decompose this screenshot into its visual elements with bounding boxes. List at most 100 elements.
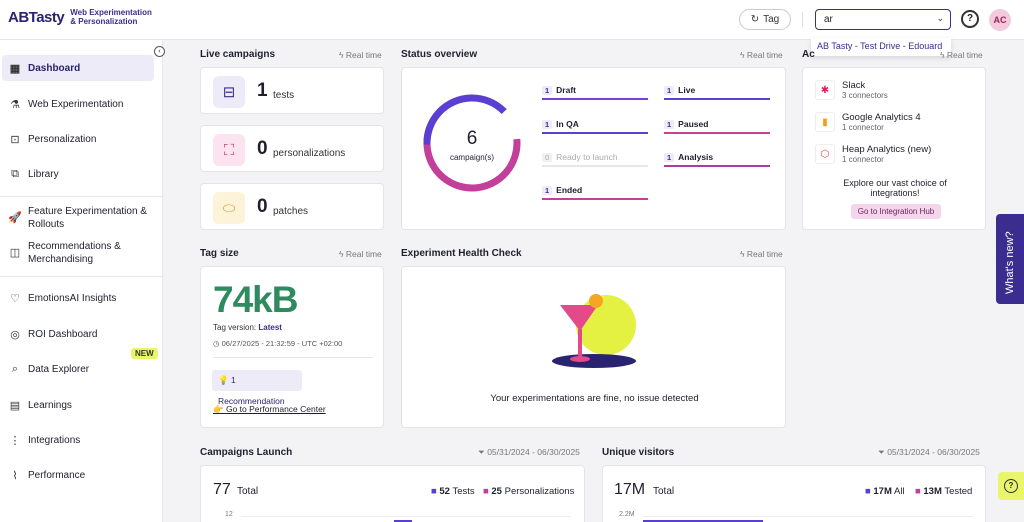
status-row-draft[interactable]: 1 Draft: [542, 85, 648, 100]
sidebar-item-label: Web Experimentation: [28, 98, 124, 110]
book-icon: ▤: [9, 399, 21, 412]
integrations-card: ✱ Slack 3 connectors ▮ Google Analytics 4…: [802, 67, 986, 230]
realtime-label: ϟ Real time: [940, 50, 983, 60]
sidebar-item-feature-experimentation[interactable]: 🚀 Feature Experimentation & Rollouts: [2, 205, 154, 233]
health-message: Your experimentations are fine, no issue…: [490, 393, 699, 404]
sidebar-item-label: Data Explorer: [28, 363, 90, 375]
avatar[interactable]: AC: [989, 9, 1011, 31]
whats-new-tab[interactable]: What's new?: [996, 214, 1024, 304]
launch-legend-personalizations: ■ 25 Personalizations: [483, 486, 575, 497]
integrations-title: Ac: [802, 49, 815, 60]
logo-subtitle-line-1: Web Experimentation: [70, 8, 152, 17]
personalization-icon: ⊡: [10, 133, 20, 146]
visitors-total-label: Total: [653, 486, 675, 497]
heap-icon: ⬡: [815, 144, 835, 164]
divider: [0, 276, 163, 277]
help-icon[interactable]: ?: [961, 10, 979, 28]
personalizations-count: 0: [257, 138, 268, 159]
visitors-line: [643, 520, 763, 522]
campaigns-launch-card: 77 Total ■ 52 Tests ■ 25 Personalization…: [200, 465, 585, 522]
visitors-legend-all: ■ 17M All: [865, 486, 905, 497]
status-bar: [664, 165, 770, 167]
sidebar-item-roi-dashboard[interactable]: ◎ ROI Dashboard: [2, 326, 154, 342]
status-donut-chart: [423, 94, 521, 192]
logo[interactable]: ABTasty Web Experimentation & Personaliz…: [8, 8, 152, 26]
divider: [802, 12, 803, 27]
health-check-title: Experiment Health Check: [401, 248, 522, 259]
performance-center-link[interactable]: 👉 Go to Performance Center: [213, 404, 326, 414]
personalizations-label: personalizations: [273, 148, 346, 159]
live-patches-card[interactable]: ⬭ 0 patches: [200, 183, 384, 230]
sidebar-item-dashboard[interactable]: ▦ Dashboard: [2, 55, 154, 81]
lightbulb-icon: 💡: [218, 375, 229, 385]
sidebar-item-label: Performance: [28, 469, 86, 481]
patches-label: patches: [273, 206, 309, 217]
visitors-axis-tick: 2.2M: [619, 511, 635, 518]
status-overview-card: 6 campaign(s) 1 Draft 1 Live 1 In QA 1 Pause…: [401, 67, 786, 230]
refresh-icon: ↻: [750, 14, 760, 25]
account-search-input[interactable]: ar ⌄: [815, 9, 951, 30]
filter-icon: ⏷: [478, 447, 485, 457]
sidebar-item-emotionsai[interactable]: ♡ EmotionsAI Insights: [2, 290, 154, 306]
chevron-down-icon[interactable]: ⌄: [936, 13, 944, 23]
sidebar-item-label: Integrations: [28, 434, 81, 446]
sidebar-item-library[interactable]: ⧉ Library: [2, 166, 154, 182]
date-range-filter[interactable]: ⏷ 05/31/2024 - 06/30/2025: [478, 447, 580, 457]
integration-slack[interactable]: ✱ Slack 3 connectors: [815, 80, 888, 100]
live-personalizations-card[interactable]: ⛶ 0 personalizations: [200, 125, 384, 172]
sidebar-item-performance[interactable]: ⌇ Performance: [2, 467, 154, 483]
tag-button[interactable]: ↻ Tag: [739, 9, 791, 30]
sidebar-item-label: Learnings: [28, 399, 72, 411]
tag-button-label: Tag: [763, 14, 780, 25]
hand-icon: 👉: [213, 404, 224, 414]
sidebar-item-personalization[interactable]: ⊡ Personalization: [2, 131, 154, 147]
gridline: [643, 516, 973, 517]
dashboard-icon: ▦: [9, 62, 21, 75]
account-dropdown-option[interactable]: AB Tasty - Test Drive - Edouard: [811, 38, 951, 56]
launch-total: 77: [213, 481, 231, 498]
logo-subtitle: Web Experimentation & Personalization: [70, 8, 152, 26]
search-value: ar: [824, 14, 833, 25]
status-row-paused[interactable]: 1 Paused: [664, 119, 770, 134]
rocket-icon: 🚀: [8, 211, 22, 224]
status-row-analysis[interactable]: 1 Analysis: [664, 152, 770, 167]
status-row-in-qa[interactable]: 1 In QA: [542, 119, 648, 134]
google-analytics-icon: ▮: [815, 112, 835, 132]
recommendation-button[interactable]: 💡 1 Recommendation: [212, 370, 302, 406]
campaigns-launch-title: Campaigns Launch: [200, 447, 293, 458]
integrations-icon: ⋮: [9, 434, 21, 447]
tests-count: 1: [257, 80, 268, 101]
status-row-ready-to-launch[interactable]: 0 Ready to launch: [542, 152, 648, 167]
sidebar-item-recommendations[interactable]: ◫ Recommendations & Merchandising: [2, 240, 154, 268]
launch-legend-tests: ■ 52 Tests: [431, 486, 475, 497]
patches-count: 0: [257, 196, 268, 217]
sidebar-item-integrations[interactable]: ⋮ Integrations: [2, 432, 154, 448]
status-total: 6: [466, 128, 478, 149]
date-range-filter[interactable]: ⏷ 05/31/2024 - 06/30/2025: [878, 447, 980, 457]
integration-heap-analytics[interactable]: ⬡ Heap Analytics (new) 1 connector: [815, 144, 931, 164]
realtime-label: ϟ Real time: [740, 249, 783, 259]
tests-icon: ⊟: [213, 76, 245, 108]
magnifier-chart-icon: ⌕: [11, 362, 19, 375]
divider: [0, 196, 163, 197]
flask-icon: ⚗: [10, 98, 20, 111]
status-row-live[interactable]: 1 Live: [664, 85, 770, 100]
sidebar-item-label: EmotionsAI Insights: [28, 292, 117, 304]
visitors-legend-tested: ■ 13M Tested: [915, 486, 973, 497]
collapse-sidebar-icon[interactable]: ‹: [154, 46, 165, 57]
sidebar-item-label: ROI Dashboard: [28, 328, 98, 340]
sidebar-item-web-experimentation[interactable]: ⚗ Web Experimentation: [2, 96, 154, 112]
integration-hub-button[interactable]: Go to Integration Hub: [851, 204, 941, 219]
explore-text: Explore our vast choice of integrations!: [843, 178, 947, 198]
new-badge: NEW: [131, 348, 158, 359]
status-row-ended[interactable]: 1 Ended: [542, 185, 648, 200]
help-chat-button[interactable]: ?: [998, 472, 1024, 500]
recommendations-icon: ◫: [9, 246, 21, 259]
sidebar-item-label: Feature Experimentation & Rollouts: [28, 206, 147, 230]
live-tests-card[interactable]: ⊟ 1 tests: [200, 67, 384, 114]
sidebar-item-data-explorer[interactable]: ⌕ Data Explorer: [2, 361, 154, 377]
sidebar-item-learnings[interactable]: ▤ Learnings: [2, 397, 154, 413]
unique-visitors-title: Unique visitors: [602, 447, 675, 458]
whats-new-label: What's new?: [1004, 231, 1016, 294]
